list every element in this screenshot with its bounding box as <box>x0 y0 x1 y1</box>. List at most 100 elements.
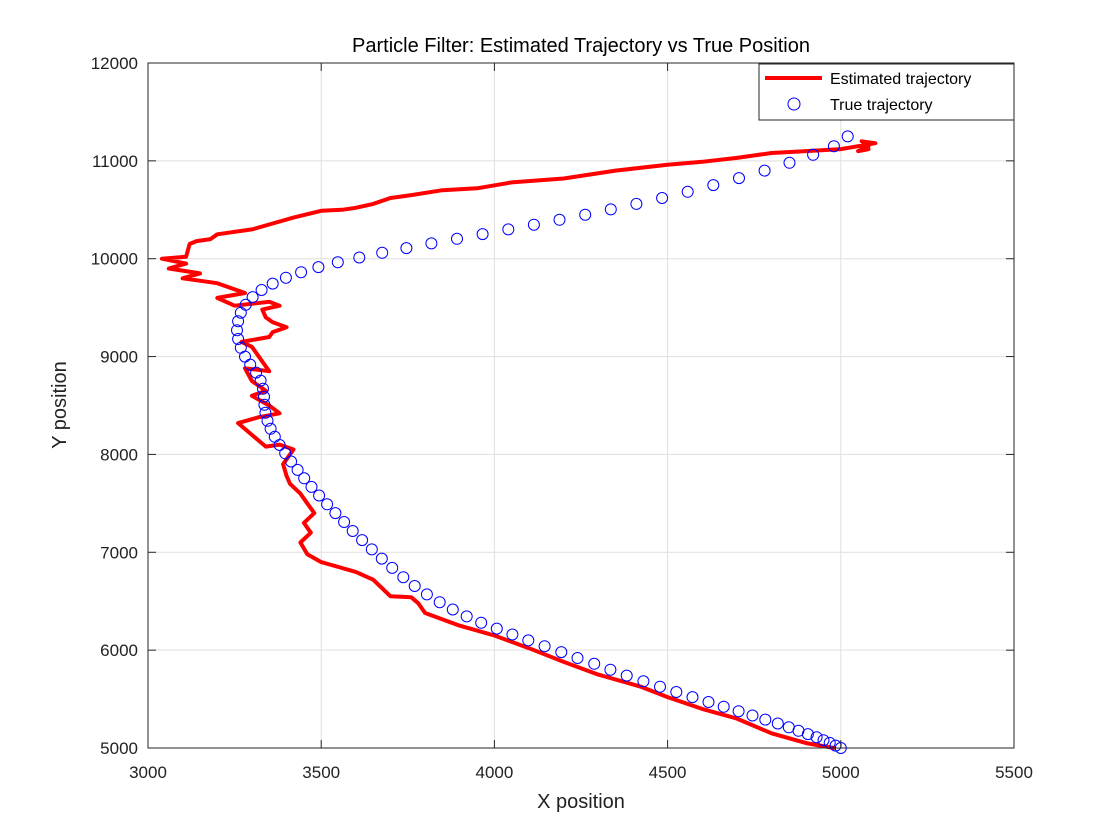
true-trajectory-point <box>717 700 730 713</box>
true-trajectory-point <box>571 652 584 664</box>
true-trajectory-point <box>630 197 643 210</box>
true-trajectory-point <box>555 646 568 659</box>
true-trajectory-point <box>264 422 277 435</box>
true-trajectory-point <box>759 713 772 726</box>
true-trajectory-point <box>817 734 830 747</box>
estimated-trajectory-line <box>159 139 878 750</box>
true-trajectory-point <box>604 663 617 676</box>
y-axis-label: Y position <box>49 361 71 448</box>
true-trajectory-point <box>686 691 699 704</box>
true-trajectory-point <box>266 277 279 290</box>
x-tick-label: 4000 <box>475 763 513 782</box>
true-trajectory-point <box>298 472 311 485</box>
true-trajectory-point <box>356 534 369 547</box>
true-trajectory-point <box>400 242 413 255</box>
true-trajectory-point <box>291 463 304 476</box>
plot-area <box>148 63 1014 748</box>
true-trajectory-point <box>810 731 823 744</box>
true-trajectory-point <box>841 130 854 143</box>
true-trajectory-point <box>827 140 840 153</box>
true-trajectory-point <box>707 179 720 192</box>
x-tick-label: 3000 <box>129 763 167 782</box>
y-tick-label: 11000 <box>92 152 138 171</box>
true-trajectory-point <box>637 675 650 688</box>
true-trajectory-point <box>279 271 292 284</box>
true-trajectory-point <box>527 218 540 231</box>
true-trajectory-point <box>490 622 503 635</box>
y-tick-label: 6000 <box>100 641 138 660</box>
true-trajectory-point <box>376 246 389 259</box>
true-trajectory-point <box>733 172 745 185</box>
legend-marker-true <box>787 97 801 111</box>
y-tick-label: 10000 <box>91 250 138 269</box>
true-trajectory-point <box>807 148 820 161</box>
true-trajectory-point <box>234 341 247 354</box>
true-trajectory-point <box>502 223 515 236</box>
true-trajectory-point <box>604 203 617 216</box>
true-trajectory-point <box>261 414 274 427</box>
true-trajectory-point <box>312 261 325 274</box>
true-trajectory-point <box>305 480 318 493</box>
true-trajectory-point <box>420 588 433 601</box>
true-trajectory-point <box>279 447 292 460</box>
y-tick-label: 5000 <box>100 739 138 758</box>
true-trajectory-point <box>538 640 551 653</box>
true-trajectory-point <box>268 430 281 443</box>
true-trajectory-point <box>758 164 771 177</box>
true-trajectory-point <box>746 709 759 722</box>
true-trajectory-point <box>656 192 669 204</box>
true-trajectory-point <box>258 398 271 411</box>
chart-title: Particle Filter: Estimated Trajectory vs… <box>352 35 810 57</box>
true-trajectory-point <box>232 333 245 345</box>
true-trajectory-point <box>313 489 326 502</box>
legend-box <box>758 63 1015 121</box>
true-trajectory-point <box>375 552 388 565</box>
series-layer <box>159 130 878 754</box>
y-tick-label: 7000 <box>100 543 138 562</box>
legend: Estimated trajectory True trajectory <box>758 63 1015 121</box>
true-trajectory-point <box>460 610 473 623</box>
x-axis-label: X position <box>537 791 625 813</box>
true-trajectory-point <box>506 628 519 641</box>
true-trajectory-point <box>782 721 795 734</box>
true-trajectory-point <box>258 390 270 403</box>
y-tick-label: 12000 <box>91 54 138 73</box>
true-trajectory-point <box>255 284 268 296</box>
true-trajectory-point <box>451 232 463 245</box>
true-trajectory-markers <box>231 130 854 754</box>
true-trajectory-point <box>329 507 342 520</box>
y-tick-label: 8000 <box>100 445 138 464</box>
true-trajectory-point <box>239 298 252 311</box>
true-trajectory-point <box>475 616 488 629</box>
true-trajectory-point <box>250 366 263 379</box>
true-trajectory-point <box>285 455 298 468</box>
x-tick-label: 3500 <box>302 763 340 782</box>
true-trajectory-point <box>553 213 566 226</box>
true-trajectory-point <box>346 525 359 537</box>
true-trajectory-point <box>588 657 601 670</box>
true-trajectory-point <box>365 543 378 556</box>
true-trajectory-point <box>246 291 259 304</box>
true-trajectory-point <box>446 603 459 616</box>
y-tick-label: 9000 <box>100 348 138 367</box>
true-trajectory-point <box>433 596 446 609</box>
true-trajectory-point <box>476 228 489 241</box>
true-trajectory-point <box>670 686 683 698</box>
true-trajectory-point <box>425 237 438 250</box>
true-trajectory-point <box>579 208 592 221</box>
true-trajectory-point <box>654 680 666 693</box>
true-trajectory-point <box>338 516 351 528</box>
true-trajectory-point <box>231 324 243 337</box>
legend-label-estimated: Estimated trajectory <box>830 71 971 88</box>
true-trajectory-point <box>259 406 272 419</box>
x-tick-label: 4500 <box>649 763 687 782</box>
plot-frame <box>147 62 1015 749</box>
true-trajectory-point <box>681 185 694 198</box>
true-trajectory-point <box>295 266 308 279</box>
true-trajectory-point <box>783 156 796 169</box>
true-trajectory-point <box>702 696 715 708</box>
true-trajectory-point <box>408 580 421 592</box>
true-trajectory-point <box>232 315 245 328</box>
true-trajectory-point <box>397 571 410 584</box>
true-trajectory-point <box>386 561 399 574</box>
